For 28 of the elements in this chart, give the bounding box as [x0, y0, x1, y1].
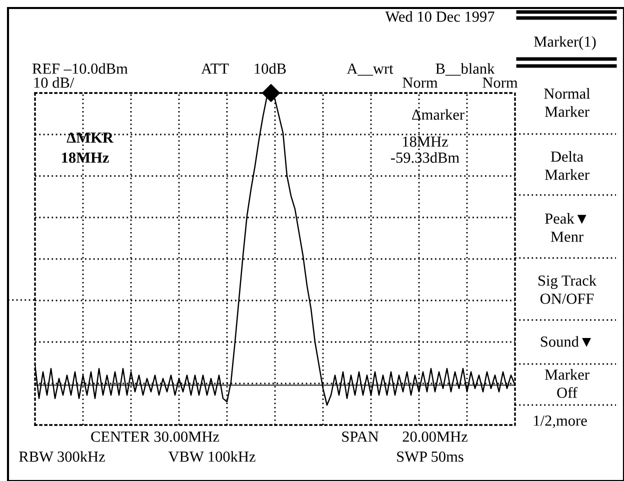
annotation: ΔMKR	[66, 132, 114, 143]
text: SPAN	[342, 432, 378, 442]
annotation: 18MHz	[403, 136, 448, 147]
text: Sig Track ON/OFF	[538, 275, 597, 304]
text: Marker Off	[544, 369, 590, 398]
text: Wed 10 Dec 1997	[385, 11, 494, 22]
text: Marker(1)	[534, 36, 596, 50]
text: VBW 100kHz	[168, 451, 256, 462]
text: RBW 300kHz	[19, 451, 105, 462]
text: 10 dB/	[34, 77, 74, 88]
text: Delta Marker	[544, 151, 590, 180]
annotation: Δmarker	[412, 109, 464, 120]
text: A__wrt	[346, 64, 394, 76]
text: CENTER 30.00MHz	[91, 432, 220, 442]
text: 10dB	[254, 63, 286, 74]
text: Peak▼ Menr	[545, 213, 586, 242]
text: 20.00MHz	[402, 432, 468, 442]
text: B__blank	[436, 63, 495, 76]
text: SWP 50ms	[397, 452, 464, 462]
text: 1/2,more	[534, 416, 587, 428]
text: Normal Marker	[544, 88, 590, 117]
annotation: 18MHz	[62, 152, 109, 163]
text: REF –10.0dBm	[32, 63, 128, 74]
text: Norm	[402, 78, 438, 88]
text: ATT	[201, 64, 229, 74]
text: Norm	[482, 78, 518, 88]
text: Sound▼	[540, 336, 591, 347]
annotation: -59.33dBm	[390, 152, 460, 163]
